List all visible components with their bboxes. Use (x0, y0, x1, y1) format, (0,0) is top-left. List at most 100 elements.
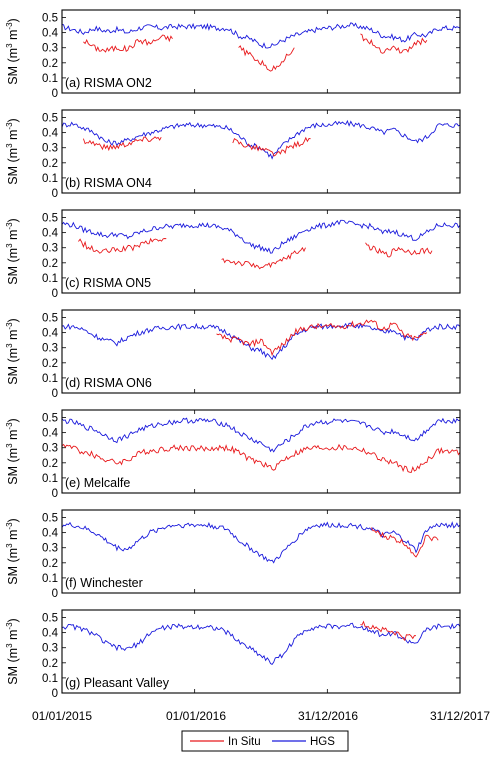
y-axis-label-part: ) (6, 318, 20, 322)
series-insitu-line (61, 443, 461, 474)
y-axis-label-part: m (6, 530, 20, 544)
panel-frame (61, 509, 461, 594)
y-tick-label: 0.2 (42, 558, 58, 570)
y-tick-label: 0 (52, 288, 58, 300)
series-insitu-line (238, 45, 295, 72)
y-tick-label: 0.3 (42, 443, 58, 455)
y-axis-label-part: SM (m (6, 348, 20, 385)
y-tick-label: 0.1 (42, 573, 58, 585)
y-tick-label: 0.5 (42, 213, 58, 225)
y-tick-label: 0.1 (42, 173, 58, 185)
series-insitu-line (82, 136, 162, 152)
series-hgs-line (61, 322, 461, 361)
y-axis-label-part: m (6, 130, 20, 144)
panel-5: 0 0.1 0.2 0.3 0.4 0.5 (e) Melcalfe SM (m3 m-3) (5, 409, 461, 500)
series-hgs-line (61, 219, 461, 254)
y-tick-label: 0.4 (42, 128, 59, 140)
y-tick-label: 0 (52, 688, 58, 700)
y-tick-label: 0.1 (42, 373, 58, 385)
y-axis-label-part: SM (m (6, 448, 20, 485)
y-tick-label: 0.3 (42, 643, 58, 655)
y-tick-label: 0.1 (42, 73, 58, 85)
panel-4: 0 0.1 0.2 0.3 0.4 0.5 (d) RISMA ON6 SM (m3 m-3) (5, 309, 461, 400)
y-axis-label-part: m (6, 330, 20, 344)
series-hgs-line (61, 119, 461, 160)
series-insitu-line (78, 237, 167, 254)
y-tick-label: 0.4 (42, 228, 59, 240)
y-tick-label: 0.2 (42, 258, 58, 270)
x-tick-label: 01/01/2015 (32, 709, 92, 723)
y-tick-label: 0.2 (42, 58, 58, 70)
y-tick-label: 0.4 (42, 428, 59, 440)
series-hgs-line (61, 417, 461, 453)
series-insitu-line (221, 246, 306, 270)
y-tick-label: 0.4 (42, 628, 59, 640)
y-tick-label: 0.5 (42, 413, 58, 425)
y-axis-label-part: ) (6, 218, 20, 222)
y-axis-label-superscript: 3 (5, 543, 14, 548)
panel-1: 0 0.1 0.2 0.3 0.4 0.5 (a) RISMA ON2 SM (m3 m-3) (5, 9, 461, 100)
y-axis-label-part: m (6, 630, 20, 644)
series-insitu-line (360, 620, 417, 642)
y-tick-label: 0.4 (42, 328, 59, 340)
panel-label: (g) Pleasant Valley (65, 676, 170, 690)
y-tick-label: 0.2 (42, 358, 58, 370)
panel-label: (d) RISMA ON6 (65, 376, 152, 390)
y-axis-label-superscript: -3 (5, 222, 14, 230)
panel-6: 0 0.1 0.2 0.3 0.4 0.5 (f) Winchester SM (m3 m-3… (5, 509, 461, 600)
panel-label: (b) RISMA ON4 (65, 176, 152, 190)
y-axis-label: SM (m3 m-3) (5, 118, 20, 184)
y-axis-label-superscript: 3 (5, 43, 14, 48)
panel-frame (61, 409, 461, 494)
y-tick-label: 0 (52, 488, 58, 500)
series-insitu-line (365, 242, 433, 258)
y-tick-label: 0.3 (42, 243, 58, 255)
y-tick-label: 0.2 (42, 158, 58, 170)
y-tick-label: 0.1 (42, 473, 58, 485)
y-axis-label-part: SM (m (6, 248, 20, 285)
y-axis-label: SM (m3 m-3) (5, 618, 20, 684)
y-tick-label: 0.3 (42, 343, 58, 355)
series-hgs-line (61, 622, 461, 665)
panel-frame (61, 309, 461, 394)
y-axis-label: SM (m3 m-3) (5, 218, 20, 284)
y-axis-label-part: ) (6, 18, 20, 22)
panel-label: (e) Melcalfe (65, 476, 130, 490)
y-axis-label-superscript: -3 (5, 622, 14, 630)
y-axis-label: SM (m3 m-3) (5, 18, 20, 84)
y-tick-label: 0 (52, 388, 58, 400)
y-tick-label: 0.3 (42, 43, 58, 55)
series-insitu-line (360, 33, 428, 54)
y-tick-label: 0 (52, 588, 58, 600)
legend-label-hgs: HGS (310, 736, 335, 748)
y-tick-label: 0 (52, 88, 58, 100)
panel-label: (f) Winchester (65, 576, 143, 590)
y-axis-label-superscript: 3 (5, 343, 14, 348)
y-tick-label: 0.3 (42, 543, 58, 555)
y-axis-label-part: m (6, 430, 20, 444)
legend-box (181, 730, 349, 752)
panel-frame (61, 209, 461, 294)
y-axis-label-superscript: 3 (5, 643, 14, 648)
y-axis-label-superscript: -3 (5, 322, 14, 330)
panel-7: 0 0.1 0.2 0.3 0.4 0.5 (g) Pleasant Valley SM (m… (5, 609, 461, 700)
panel-frame (61, 109, 461, 194)
y-axis-label-superscript: 3 (5, 143, 14, 148)
series-insitu-line (370, 527, 439, 558)
y-tick-label: 0.1 (42, 273, 58, 285)
y-axis-label-part: ) (6, 418, 20, 422)
y-axis-label-superscript: 3 (5, 443, 14, 448)
y-axis-label-part: ) (6, 618, 20, 622)
y-tick-label: 0.5 (42, 313, 58, 325)
y-axis-label-part: m (6, 30, 20, 44)
x-axis-tick-labels: 01/01/2015 01/01/2016 31/12/2016 31/12/2… (32, 709, 490, 723)
y-axis-label: SM (m3 m-3) (5, 518, 20, 584)
y-tick-label: 0.5 (42, 513, 58, 525)
series-hgs-line (61, 22, 461, 49)
y-tick-label: 0.2 (42, 458, 58, 470)
panel-label: (a) RISMA ON2 (65, 76, 152, 90)
y-tick-label: 0.2 (42, 658, 58, 670)
panel-frame (61, 609, 461, 694)
